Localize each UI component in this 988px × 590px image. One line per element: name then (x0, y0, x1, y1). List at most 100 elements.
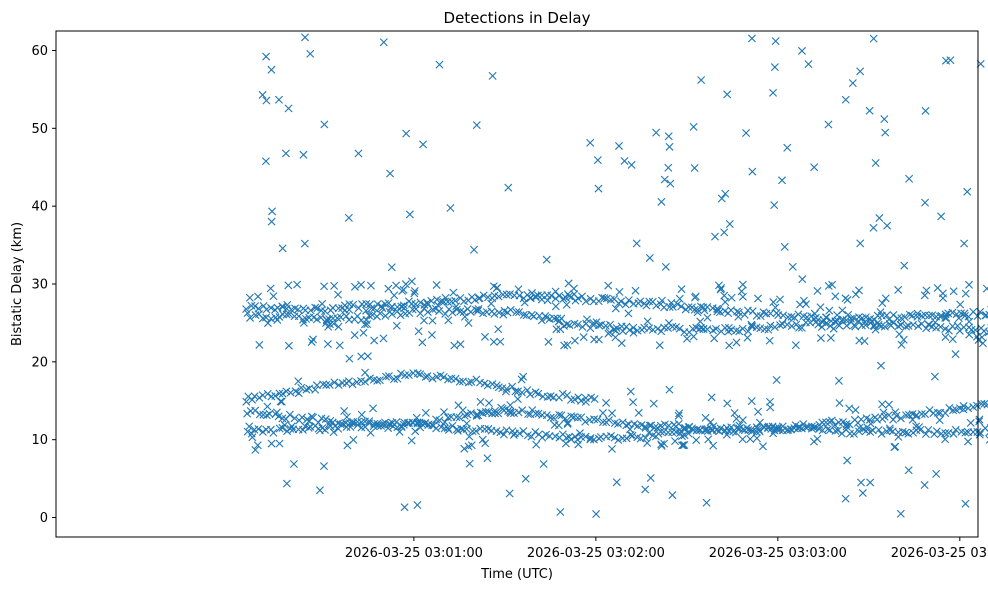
detection-marker (474, 294, 483, 303)
detection-marker (723, 399, 732, 408)
detection-marker (504, 183, 513, 192)
detection-marker (444, 413, 453, 422)
detection-marker (966, 418, 975, 427)
detection-marker (671, 437, 680, 446)
detection-marker (589, 318, 598, 327)
detection-marker (776, 295, 785, 304)
detection-marker (681, 423, 690, 432)
detection-marker (282, 479, 291, 488)
detection-marker (961, 428, 970, 437)
detection-marker (711, 324, 720, 333)
detection-marker (722, 423, 731, 432)
detection-marker (247, 301, 256, 310)
detection-marker (399, 301, 408, 310)
detection-marker (427, 330, 436, 339)
detection-marker (367, 304, 376, 313)
detection-marker (756, 312, 765, 321)
detection-marker (421, 408, 430, 417)
detection-marker (710, 334, 719, 343)
detection-marker (460, 444, 469, 453)
detection-marker (544, 337, 553, 346)
detection-marker (502, 384, 511, 393)
detection-marker (752, 434, 761, 443)
detection-marker (666, 179, 675, 188)
detection-marker (273, 316, 282, 324)
detection-marker (831, 426, 840, 435)
detection-marker (464, 378, 473, 387)
detection-marker (471, 305, 480, 314)
detection-marker (243, 409, 252, 418)
detection-marker (690, 164, 699, 172)
detection-marker (965, 330, 974, 339)
detection-marker (520, 298, 529, 307)
detection-marker (579, 333, 588, 342)
y-tick-label: 30 (31, 278, 48, 293)
detection-marker (770, 323, 779, 332)
detection-marker (304, 423, 313, 432)
detection-marker (798, 275, 807, 284)
detection-marker (258, 90, 267, 99)
detection-marker (263, 402, 272, 411)
detection-marker (470, 245, 479, 254)
detection-marker (833, 311, 842, 320)
detection-marker (542, 411, 551, 420)
detection-marker (703, 313, 712, 322)
detection-marker (400, 304, 409, 313)
detection-marker (396, 369, 405, 378)
detection-marker (458, 406, 467, 415)
detection-marker (657, 296, 666, 305)
detection-marker (362, 306, 371, 315)
detection-marker (738, 324, 747, 333)
detection-marker (410, 289, 419, 298)
detection-marker (620, 156, 629, 165)
detection-marker (599, 418, 608, 427)
detection-marker (483, 381, 492, 390)
detection-marker (738, 292, 747, 301)
detection-marker (636, 297, 645, 306)
detection-marker (577, 396, 586, 405)
detection-marker (882, 311, 891, 320)
detection-marker (641, 423, 650, 432)
detection-marker (365, 419, 374, 428)
detection-marker (738, 416, 747, 425)
detection-marker (305, 384, 314, 393)
detection-marker (948, 335, 957, 344)
detection-marker (941, 435, 950, 444)
detection-marker (891, 408, 900, 417)
detection-marker (521, 474, 530, 483)
detection-marker (472, 410, 481, 419)
detection-marker (921, 106, 930, 115)
detection-marker (563, 418, 572, 427)
detection-marker (941, 313, 950, 322)
detection-marker (925, 311, 934, 320)
detection-marker (938, 294, 947, 303)
detection-marker (267, 303, 276, 312)
detection-marker (824, 281, 833, 290)
detection-marker (821, 313, 830, 322)
detection-marker (385, 420, 394, 429)
detection-marker (925, 320, 934, 329)
detection-marker (297, 383, 306, 392)
detection-marker (440, 408, 449, 417)
detection-marker (842, 422, 851, 431)
detection-marker (481, 439, 490, 448)
detection-marker (245, 293, 254, 302)
detection-marker (921, 198, 930, 207)
detection-marker (267, 65, 276, 74)
detection-marker (645, 253, 654, 262)
detection-marker (263, 389, 272, 398)
detection-marker (766, 403, 775, 412)
detection-marker (360, 320, 369, 329)
detection-marker (379, 38, 388, 47)
detection-marker (932, 427, 941, 436)
detection-marker (464, 318, 473, 327)
detection-marker (949, 406, 958, 415)
detection-marker (842, 321, 851, 330)
detection-marker (657, 441, 666, 450)
detection-marker (791, 341, 800, 350)
detection-marker (590, 415, 599, 424)
detection-marker (640, 299, 649, 308)
x-tick-label: 2026-03-25 03:02:00 (527, 546, 665, 561)
detection-marker (730, 408, 739, 417)
